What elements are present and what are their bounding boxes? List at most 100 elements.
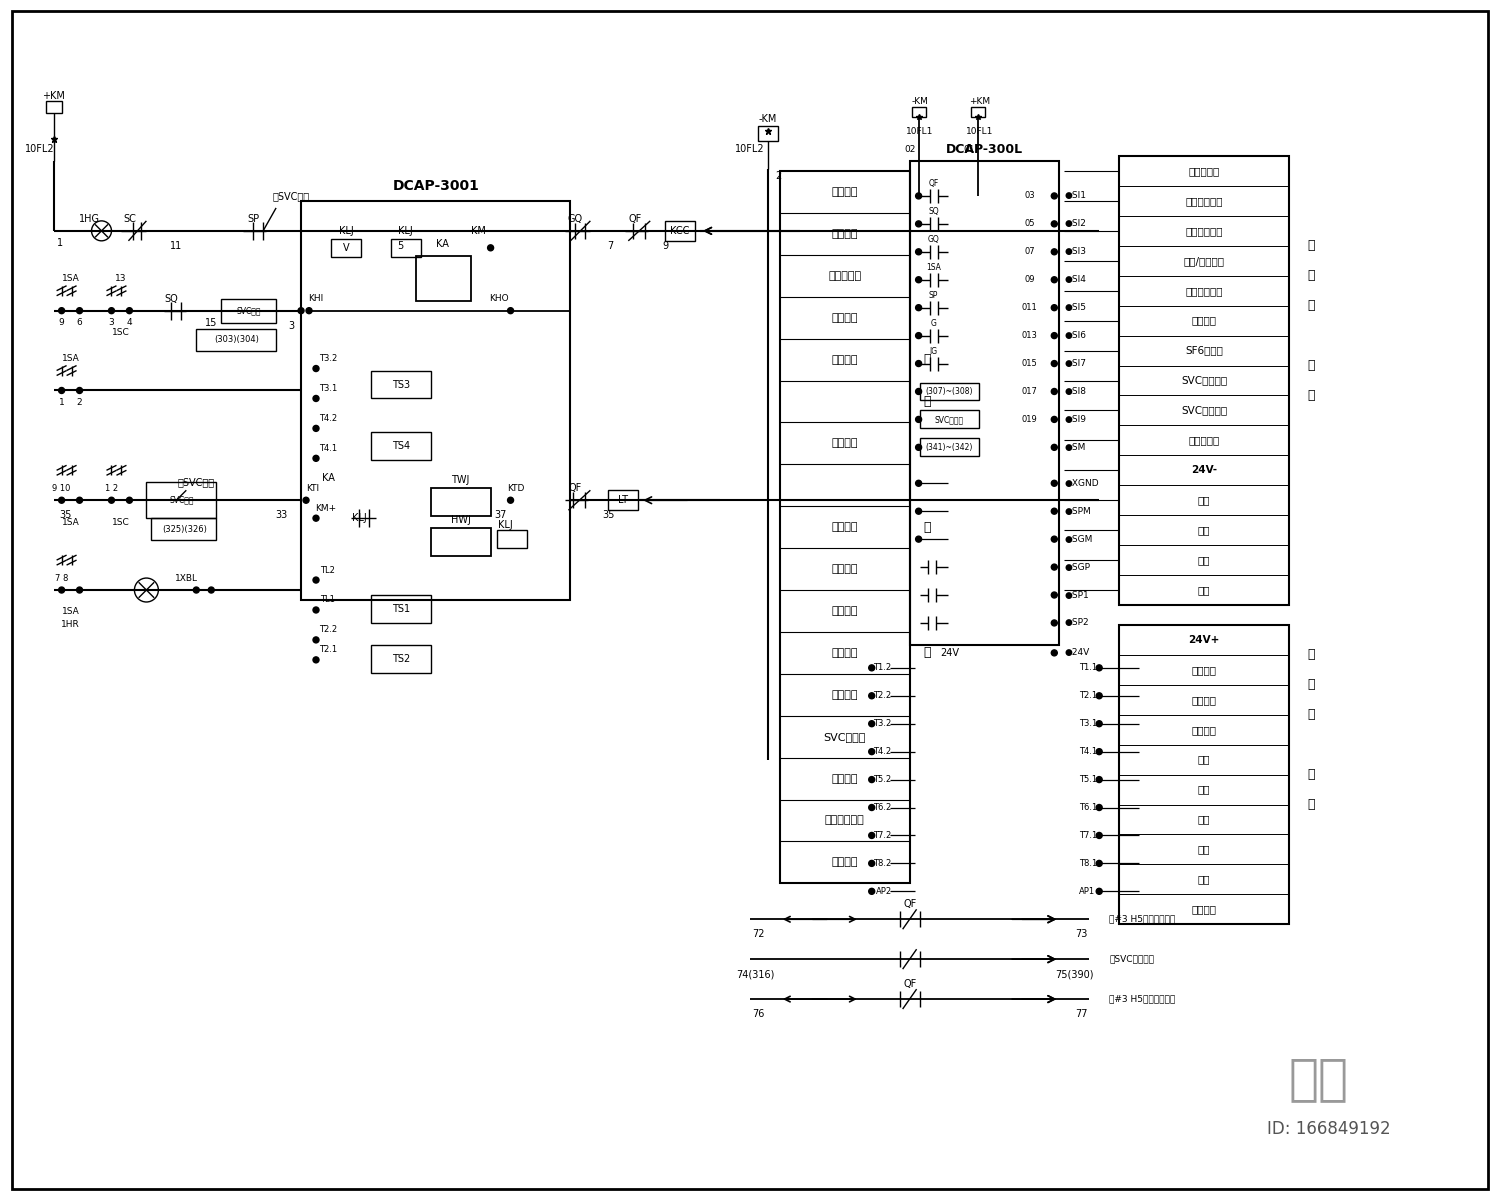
Circle shape [314,366,320,372]
Bar [370,595,430,623]
Circle shape [1052,480,1058,486]
Bar [920,438,980,456]
Text: 遥控跳闸: 遥控跳闸 [831,774,858,784]
Text: SP: SP [928,292,939,300]
Text: 09: 09 [1024,275,1035,284]
Text: 011: 011 [1022,304,1036,312]
Text: 10FL1: 10FL1 [966,126,993,136]
Text: (325)(326): (325)(326) [162,524,207,534]
Text: 11: 11 [170,241,183,251]
Circle shape [1052,564,1058,570]
Circle shape [76,587,82,593]
Text: 4: 4 [126,318,132,328]
Bar [664,221,694,241]
Text: TWJ: TWJ [452,475,470,485]
Text: 02: 02 [904,144,915,154]
Text: SVC分合指令: SVC分合指令 [1180,406,1227,415]
Text: 1SA: 1SA [62,354,80,364]
Text: 路: 路 [924,647,932,659]
Text: 35: 35 [602,510,615,520]
Circle shape [1096,721,1102,727]
Bar [196,329,276,350]
Text: 空气开关: 空气开关 [831,187,858,197]
Text: 保护跳闸: 保护跳闸 [831,857,858,868]
Text: 跳闸位置: 跳闸位置 [831,564,858,574]
Bar [609,491,639,510]
Bar [430,488,490,516]
Text: 2: 2 [776,170,782,181]
Text: 回: 回 [924,521,932,534]
Text: 备用: 备用 [1197,815,1210,824]
Text: 015: 015 [1022,359,1036,368]
Text: 断路器位置: 断路器位置 [1188,166,1219,176]
Text: 1: 1 [58,398,64,407]
Circle shape [58,388,64,394]
Text: 前SVC指令: 前SVC指令 [273,191,309,200]
Text: ●XGND: ●XGND [1065,479,1100,487]
Text: KLJ: KLJ [399,226,412,236]
Text: 10FL1: 10FL1 [906,126,933,136]
Text: 24V: 24V [940,648,958,658]
Text: T2.2: T2.2 [873,691,891,701]
Text: 备用: 备用 [1197,526,1210,535]
Text: TS2: TS2 [392,654,410,664]
Text: QF: QF [903,979,916,989]
Text: KA: KA [436,239,448,248]
Text: 接地位置: 接地位置 [1191,316,1216,325]
Circle shape [915,193,921,199]
Text: 1: 1 [57,238,63,248]
Circle shape [915,248,921,254]
Text: SP: SP [248,214,259,224]
Circle shape [868,776,874,782]
Text: 03: 03 [1024,192,1035,200]
Text: 76: 76 [752,1009,764,1019]
Circle shape [868,833,874,839]
Text: 信号公共端: 信号公共端 [1188,436,1219,445]
Text: G: G [930,319,936,328]
Circle shape [92,221,111,241]
Circle shape [868,860,874,866]
Text: 9: 9 [58,318,64,328]
Text: QF: QF [903,899,916,910]
Text: T2.2: T2.2 [320,625,338,635]
Text: ●SI5: ●SI5 [1065,304,1086,312]
Text: 开: 开 [1306,239,1314,252]
Circle shape [58,307,64,313]
Circle shape [126,307,132,313]
Text: 关: 关 [1306,269,1314,282]
Text: ●SI8: ●SI8 [1065,386,1086,396]
Text: T1.2: T1.2 [873,664,891,672]
Circle shape [1052,221,1058,227]
Circle shape [314,607,320,613]
Circle shape [915,389,921,395]
Circle shape [314,515,320,521]
Circle shape [314,455,320,461]
Text: 3: 3 [108,318,114,328]
Bar [370,432,430,461]
Text: 防跳继电器: 防跳继电器 [828,271,861,281]
Text: T3.1: T3.1 [1078,719,1098,728]
Text: SVC触摸: SVC触摸 [237,306,261,316]
Text: 合闸位置指示: 合闸位置指示 [825,816,864,826]
Text: 制: 制 [924,395,932,408]
Text: 保护跳闸: 保护跳闸 [1191,695,1216,704]
Circle shape [1096,804,1102,810]
Circle shape [1096,833,1102,839]
Circle shape [1052,277,1058,283]
Text: 1SA: 1SA [62,275,80,283]
Text: +KM: +KM [969,97,990,106]
Circle shape [507,307,513,313]
Circle shape [868,749,874,755]
Text: QF: QF [568,484,582,493]
Text: 35: 35 [60,510,72,520]
Text: T4.2: T4.2 [873,748,891,756]
Text: ●SI1: ●SI1 [1065,192,1086,200]
Text: 手车工作位置: 手车工作位置 [1185,196,1222,206]
Bar [392,239,422,257]
Text: T5.2: T5.2 [873,775,891,784]
Text: T3.2: T3.2 [320,354,338,364]
Text: GQ: GQ [927,235,939,245]
Bar [220,299,276,323]
Circle shape [915,480,921,486]
Text: T7.1: T7.1 [1078,830,1098,840]
